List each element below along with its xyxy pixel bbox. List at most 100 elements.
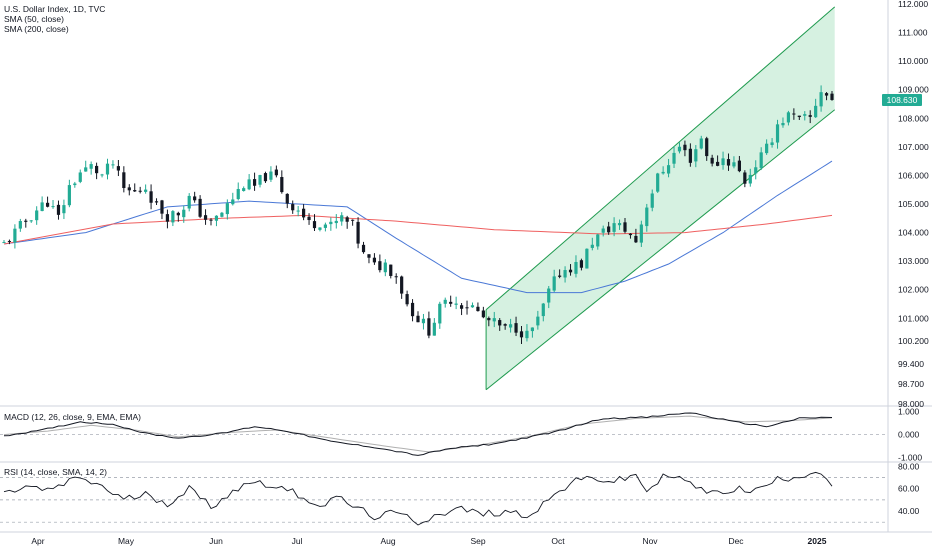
candle-body[interactable] <box>214 215 219 221</box>
candle-body[interactable] <box>345 217 349 222</box>
candle-body[interactable] <box>78 172 82 182</box>
candle-body[interactable] <box>617 223 622 226</box>
candle-body[interactable] <box>558 275 562 277</box>
candle-body[interactable] <box>661 171 665 174</box>
candle-body[interactable] <box>236 189 240 200</box>
candle-body[interactable] <box>274 169 278 176</box>
candle-body[interactable] <box>710 157 714 164</box>
candle-body[interactable] <box>116 166 120 171</box>
candle-body[interactable] <box>803 114 807 116</box>
candle-body[interactable] <box>209 219 213 221</box>
candle-body[interactable] <box>547 288 551 303</box>
candle-body[interactable] <box>579 260 584 268</box>
candle-body[interactable] <box>40 202 44 212</box>
candle-body[interactable] <box>465 307 469 309</box>
candle-body[interactable] <box>149 191 153 203</box>
candle-body[interactable] <box>688 148 692 163</box>
candle-body[interactable] <box>242 188 246 191</box>
candle-body[interactable] <box>67 185 71 206</box>
candle-body[interactable] <box>361 244 366 253</box>
macd-line[interactable] <box>3 412 833 456</box>
candle-body[interactable] <box>596 234 600 247</box>
legend-sma-50[interactable]: SMA (50, close) <box>4 14 64 24</box>
rsi-legend[interactable]: RSI (14, close, SMA, 14, 2) <box>4 467 107 477</box>
candle-body[interactable] <box>519 331 524 338</box>
candle-body[interactable] <box>62 205 66 214</box>
candle-body[interactable] <box>323 224 327 228</box>
candle-body[interactable] <box>585 248 589 269</box>
candle-body[interactable] <box>590 244 594 248</box>
candle-body[interactable] <box>481 310 485 318</box>
candle-body[interactable] <box>705 138 709 157</box>
candle-body[interactable] <box>231 199 235 205</box>
candle-body[interactable] <box>165 214 170 222</box>
candle-body[interactable] <box>748 174 752 184</box>
candle-body[interactable] <box>127 187 131 191</box>
candle-body[interactable] <box>759 152 763 168</box>
candle-body[interactable] <box>694 149 698 162</box>
candle-body[interactable] <box>160 200 164 214</box>
candle-body[interactable] <box>378 261 382 271</box>
candle-body[interactable] <box>144 189 148 192</box>
candle-body[interactable] <box>35 210 39 221</box>
candle-body[interactable] <box>421 318 426 324</box>
candle-body[interactable] <box>530 327 534 332</box>
candle-body[interactable] <box>699 138 703 149</box>
candle-body[interactable] <box>552 276 556 291</box>
candle-body[interactable] <box>138 190 142 192</box>
candle-body[interactable] <box>672 152 676 164</box>
candle-body[interactable] <box>786 112 791 123</box>
candle-body[interactable] <box>171 211 175 223</box>
candle-body[interactable] <box>73 183 77 186</box>
candle-body[interactable] <box>220 212 224 217</box>
candle-body[interactable] <box>394 276 398 278</box>
candle-body[interactable] <box>367 254 371 258</box>
candle-body[interactable] <box>427 318 431 336</box>
rsi-line[interactable] <box>3 471 833 526</box>
candle-body[interactable] <box>770 142 774 146</box>
candle-body[interactable] <box>2 242 6 244</box>
candle-body[interactable] <box>743 172 747 184</box>
candle-body[interactable] <box>808 115 812 117</box>
candle-body[interactable] <box>470 305 475 308</box>
candle-body[interactable] <box>258 175 262 185</box>
macd-signal-line[interactable] <box>3 415 833 453</box>
candle-body[interactable] <box>568 269 573 273</box>
candle-body[interactable] <box>340 215 344 222</box>
candle-body[interactable] <box>459 305 464 309</box>
candle-body[interactable] <box>476 306 480 312</box>
candle-body[interactable] <box>443 299 447 304</box>
candle-body[interactable] <box>89 164 93 169</box>
candle-body[interactable] <box>432 322 436 336</box>
candle-body[interactable] <box>351 219 355 221</box>
candle-body[interactable] <box>563 270 567 278</box>
candle-body[interactable] <box>677 146 682 152</box>
candle-body[interactable] <box>176 212 180 216</box>
candle-body[interactable] <box>389 264 393 276</box>
candle-body[interactable] <box>612 223 616 232</box>
candle-body[interactable] <box>449 301 453 304</box>
candle-body[interactable] <box>824 93 829 96</box>
candle-body[interactable] <box>775 124 780 143</box>
candle-body[interactable] <box>628 233 633 236</box>
candle-body[interactable] <box>830 93 834 100</box>
candle-body[interactable] <box>18 221 22 229</box>
candle-body[interactable] <box>410 302 415 317</box>
candle-body[interactable] <box>454 303 458 305</box>
candle-body[interactable] <box>252 179 257 186</box>
candle-body[interactable] <box>765 143 769 154</box>
candle-body[interactable] <box>541 303 545 317</box>
candle-body[interactable] <box>683 144 687 151</box>
candle-body[interactable] <box>307 216 311 221</box>
candle-body[interactable] <box>372 257 377 263</box>
candle-body[interactable] <box>122 172 126 189</box>
candle-body[interactable] <box>95 165 99 174</box>
channel-upper-line[interactable] <box>485 6 836 311</box>
candle-body[interactable] <box>302 208 306 218</box>
candle-body[interactable] <box>814 105 818 118</box>
candle-body[interactable] <box>634 235 638 243</box>
candle-body[interactable] <box>7 240 12 242</box>
candle-body[interactable] <box>754 167 758 174</box>
